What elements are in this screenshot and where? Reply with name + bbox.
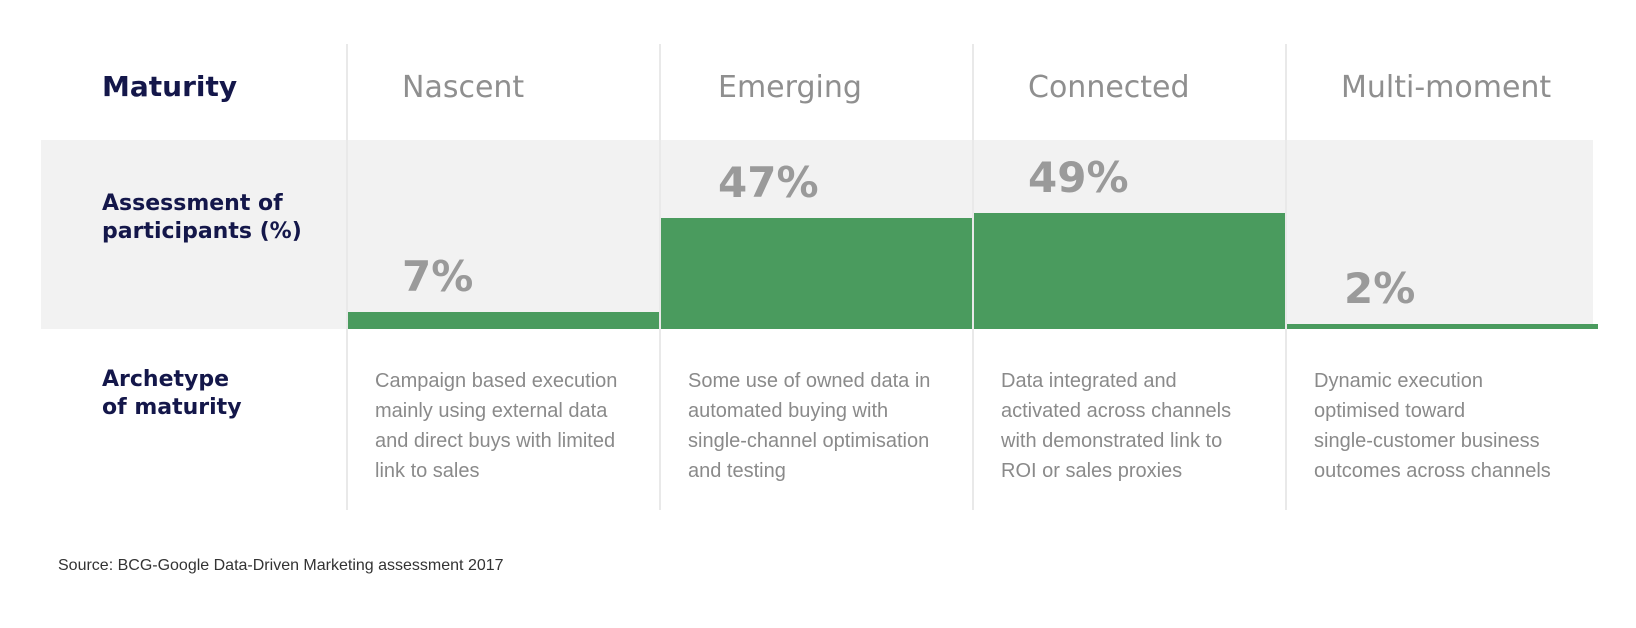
maturity-row-label: Maturity (102, 70, 238, 103)
column-divider (972, 44, 974, 510)
assessment-row-label: Assessment of participants (%) (102, 191, 302, 244)
description-connected: Data integrated and activated across cha… (1001, 370, 1232, 482)
archetype-row-label: Archetype of maturity (102, 367, 242, 420)
stage-header-multi-moment: Multi-moment (1341, 70, 1552, 105)
value-label-nascent: 7% (402, 252, 474, 302)
value-label-multi-moment: 2% (1344, 264, 1416, 314)
source-note: Source: BCG-Google Data-Driven Marketing… (58, 557, 504, 574)
stage-header-emerging: Emerging (718, 70, 862, 105)
description-emerging: Some use of owned data in automated buyi… (688, 370, 931, 482)
column-divider (659, 44, 661, 510)
description-multi-moment: Dynamic execution optimised toward singl… (1314, 370, 1551, 482)
stage-header-connected: Connected (1028, 70, 1190, 105)
value-label-connected: 49% (1028, 153, 1129, 203)
column-divider (1285, 44, 1287, 510)
bar-multi-moment (1287, 324, 1598, 329)
column-divider (346, 44, 348, 510)
bar-nascent (348, 312, 659, 329)
value-label-emerging: 47% (718, 158, 819, 208)
bar-emerging (661, 218, 972, 329)
description-nascent: Campaign based execution mainly using ex… (375, 370, 618, 482)
bar-connected (974, 213, 1285, 329)
stage-header-nascent: Nascent (402, 70, 525, 105)
